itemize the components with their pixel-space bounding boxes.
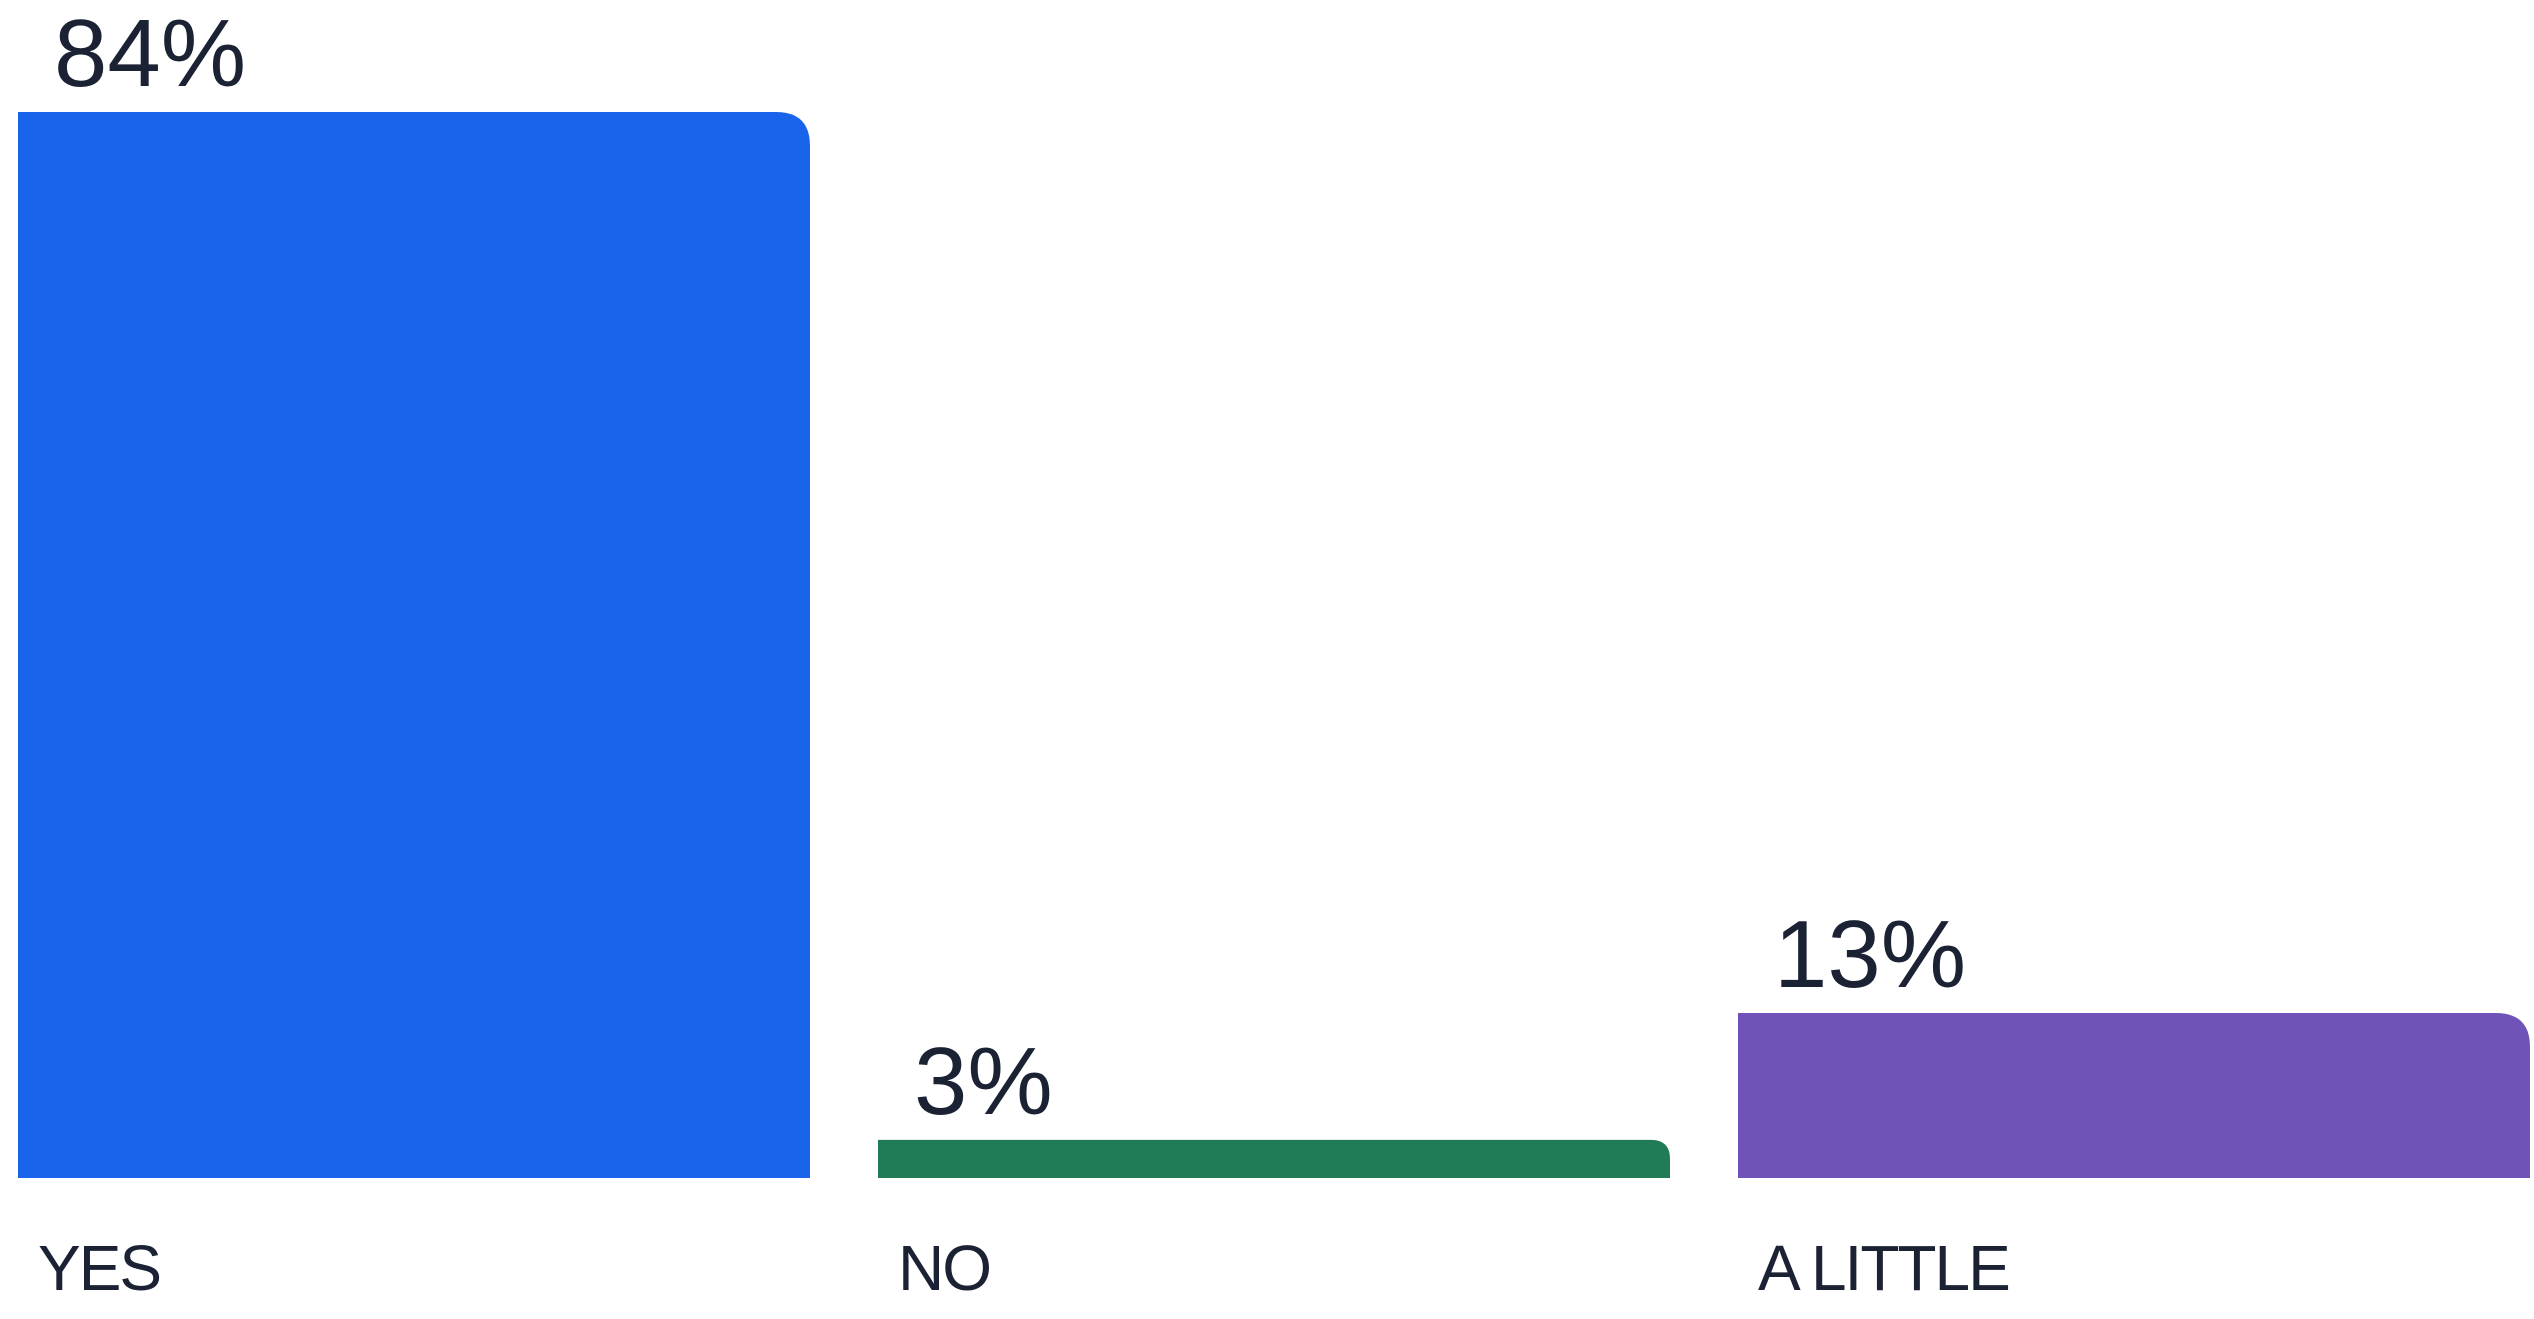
value-label-no: 3% bbox=[914, 1028, 1053, 1135]
value-label-a-little: 13% bbox=[1774, 901, 1966, 1008]
category-label-no: NO bbox=[898, 1232, 990, 1304]
category-label-yes: YES bbox=[38, 1232, 160, 1304]
bar-a-little bbox=[1738, 1013, 2530, 1178]
category-label-a-little: A LITTLE bbox=[1758, 1232, 2009, 1304]
bars-group bbox=[18, 112, 2530, 1178]
bar-yes bbox=[18, 112, 810, 1178]
category-labels-group: YES NO A LITTLE bbox=[38, 1232, 2011, 1304]
value-labels-group: 84% 3% 13% bbox=[54, 0, 1966, 1135]
value-label-yes: 84% bbox=[54, 0, 246, 107]
bar-no bbox=[878, 1139, 1670, 1178]
